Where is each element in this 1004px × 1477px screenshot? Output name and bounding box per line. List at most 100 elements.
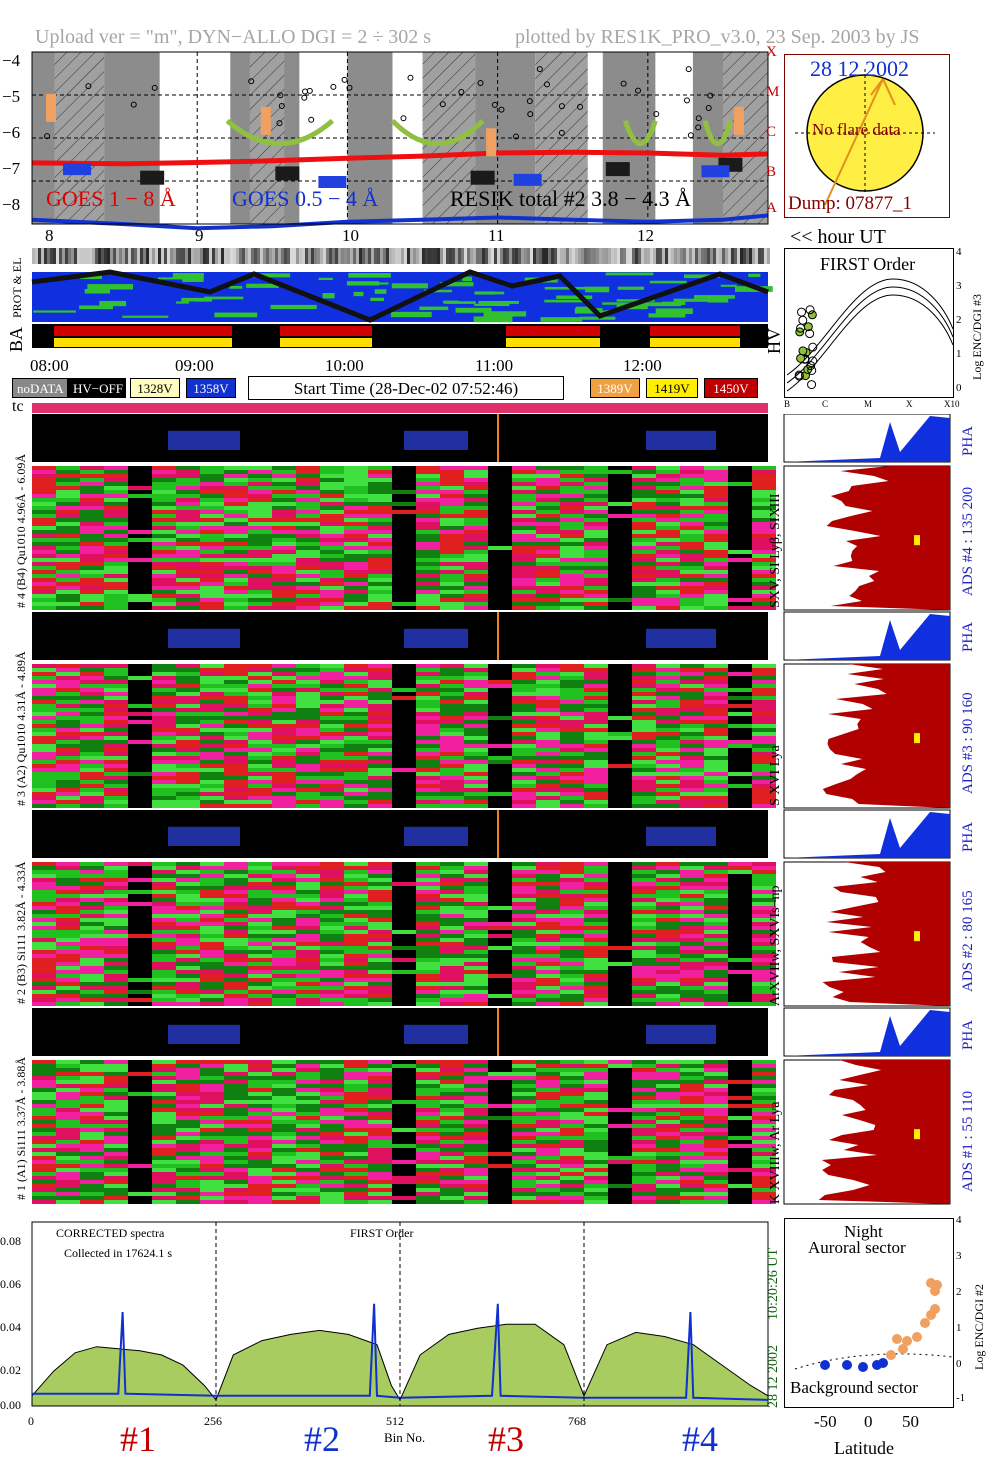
ads-cell (752, 514, 776, 518)
ads-cell (224, 788, 248, 792)
ads-cell (368, 1092, 392, 1096)
ads-cell (176, 1128, 200, 1132)
ads-cell (632, 910, 656, 914)
ads-cell (536, 800, 560, 804)
ads-cell (56, 684, 80, 688)
ads-cell (512, 934, 536, 938)
ads-cell (80, 878, 104, 882)
ads-cell (632, 1096, 656, 1100)
ads-cell (752, 1168, 776, 1172)
gray-strip (128, 248, 131, 264)
ads-cell (560, 728, 584, 732)
ads-cell (176, 688, 200, 692)
ads-cell (344, 1128, 368, 1132)
ads-cell (656, 672, 680, 676)
ads-cell (680, 474, 704, 478)
ads-cell (680, 1100, 704, 1104)
ads-cell (536, 926, 560, 930)
ads-cell (296, 486, 320, 490)
ads-cell (416, 704, 440, 708)
ads-cell (752, 558, 776, 562)
time-tick: 11:00 (475, 356, 514, 375)
ads-cell (56, 1132, 80, 1136)
ads-cell (176, 1068, 200, 1072)
ads-cell (680, 890, 704, 894)
ads-cell (632, 688, 656, 692)
ads-cell (296, 1132, 320, 1136)
ads-cell (416, 906, 440, 910)
ads-cell (464, 882, 488, 886)
ads-cell (56, 1156, 80, 1160)
ads-cell (464, 606, 488, 610)
ads-cell (176, 676, 200, 680)
ads-cell (296, 1096, 320, 1100)
ads-cell (416, 672, 440, 676)
ads-cell (152, 1192, 176, 1196)
ads-cell (680, 942, 704, 946)
ads-cell (272, 1148, 296, 1152)
gray-strip (140, 248, 143, 264)
ads-cell (632, 510, 656, 514)
ads-cell (32, 606, 56, 610)
ads-cell (536, 768, 560, 772)
ads-cell (704, 764, 728, 768)
ads-cell (464, 1180, 488, 1184)
prot-green (648, 313, 686, 318)
ads-cell (32, 1148, 56, 1152)
ads-cell (512, 510, 536, 514)
ch2-ads: ADS #2 : 80 165 (960, 890, 976, 992)
ads-cell (680, 534, 704, 538)
ads-cell (464, 1160, 488, 1164)
ads-cell (368, 676, 392, 680)
ads-cell (200, 1176, 224, 1180)
ads-cell (752, 570, 776, 574)
ads-cell (368, 1136, 392, 1140)
ads-cell (416, 1084, 440, 1088)
ads-cell (248, 554, 272, 558)
ads-cell (584, 1108, 608, 1112)
ads-cell (656, 894, 680, 898)
ads-cell (584, 764, 608, 768)
ads-cell (416, 1112, 440, 1116)
ads-cell (80, 542, 104, 546)
ads-cell (368, 692, 392, 696)
ads-cell (200, 882, 224, 886)
ads-cell (320, 1148, 344, 1152)
ads-cell (344, 910, 368, 914)
ads-cell (464, 478, 488, 482)
ads-cell (272, 1140, 296, 1144)
ads-cell (104, 514, 128, 518)
ads-cell (56, 890, 80, 894)
ads-cell (368, 680, 392, 684)
ads-cell (80, 986, 104, 990)
ads-cell (248, 760, 272, 764)
ads-cell (512, 1112, 536, 1116)
ads-cell (584, 1084, 608, 1088)
ads-cell (560, 776, 584, 780)
ads-cell (320, 518, 344, 522)
lat-bottom: Background sector (790, 1378, 918, 1397)
ads-cell (680, 752, 704, 756)
gray-strip (95, 248, 98, 264)
ads-cell (656, 1002, 680, 1006)
ads-cell (104, 1172, 128, 1176)
ads-cell (416, 1200, 440, 1204)
ads-cell (416, 724, 440, 728)
ads-cell (512, 506, 536, 510)
gray-strip (563, 248, 566, 264)
gray-strip (263, 248, 266, 264)
open-circle (635, 87, 642, 94)
ads-cell (464, 502, 488, 506)
ads-cell (560, 502, 584, 506)
ads-cell (536, 692, 560, 696)
ads-cell (440, 930, 464, 934)
ads-cell (488, 716, 512, 720)
lat-auroral-point (902, 1336, 912, 1346)
ads-cell (104, 672, 128, 676)
fo-point (807, 310, 817, 320)
ads-cell (416, 1060, 440, 1064)
ads-cell (704, 760, 728, 764)
ads-cell (368, 554, 392, 558)
ads-cell (296, 902, 320, 906)
ads-cell (536, 728, 560, 732)
